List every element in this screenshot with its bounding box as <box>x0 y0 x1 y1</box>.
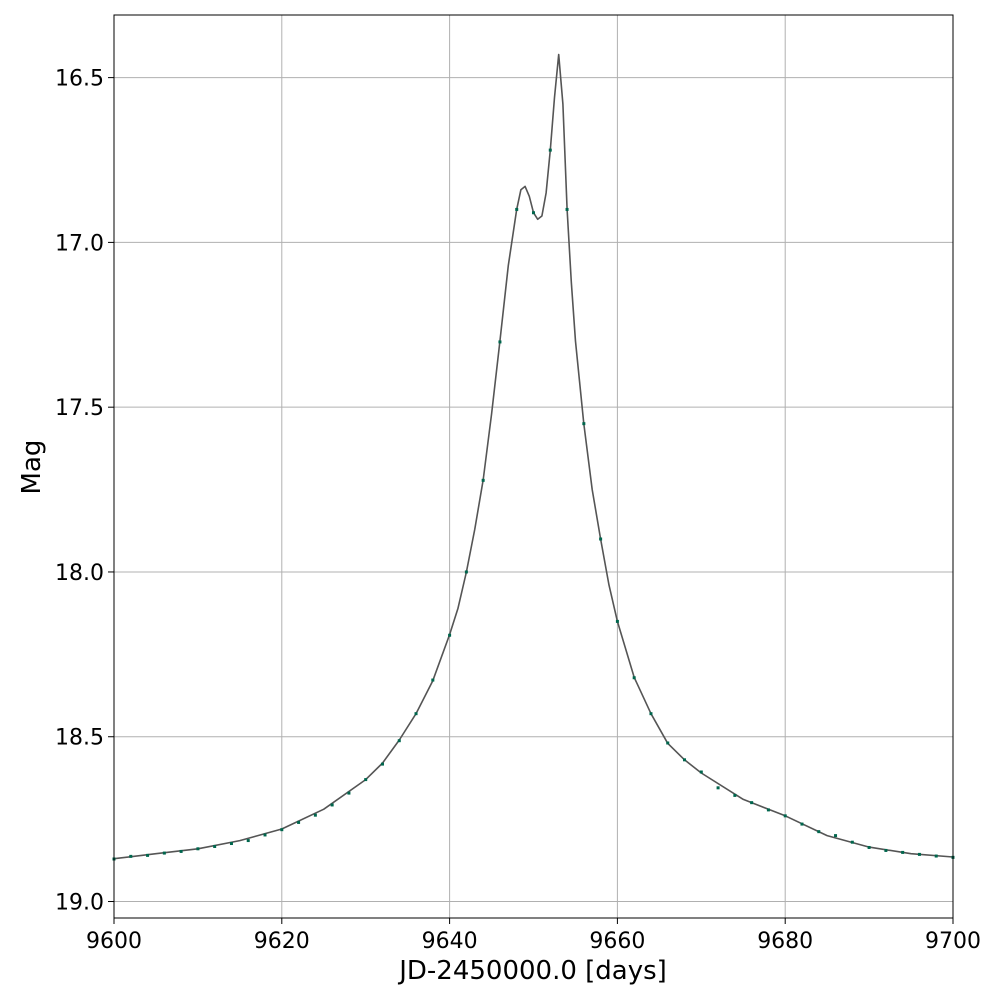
observation-point <box>615 619 619 623</box>
observation-point <box>733 793 737 797</box>
observation-point <box>666 741 670 745</box>
plot-frame <box>113 14 954 919</box>
x-tick-label: 9620 <box>254 929 310 954</box>
observation-point <box>515 207 519 211</box>
x-tick-label: 9660 <box>589 929 645 954</box>
observation-point <box>834 834 838 838</box>
observation-point <box>414 712 418 716</box>
observation-point <box>716 786 720 790</box>
x-tick-label: 9680 <box>757 929 813 954</box>
observation-point <box>162 851 166 855</box>
observation-point <box>565 207 569 211</box>
observation-point <box>280 828 284 832</box>
observation-point <box>649 712 653 716</box>
observation-point <box>146 853 150 857</box>
observation-point <box>917 852 921 856</box>
observation-point <box>229 842 233 846</box>
observation-point <box>297 820 301 824</box>
observation-point <box>464 570 468 574</box>
x-tick-label: 9700 <box>925 929 981 954</box>
observation-point <box>313 813 317 817</box>
observation-point <box>934 854 938 858</box>
y-tick-label: 16.5 <box>55 67 104 92</box>
observation-point <box>364 778 368 782</box>
observation-point <box>850 840 854 844</box>
observation-point <box>548 148 552 152</box>
y-tick-label: 17.5 <box>55 396 104 421</box>
observation-point <box>498 340 502 344</box>
observation-point <box>817 830 821 834</box>
y-tick-label: 19.0 <box>55 891 104 916</box>
y-tick-label: 18.5 <box>55 726 104 751</box>
observation-point <box>380 762 384 766</box>
observation-point <box>448 633 452 637</box>
observation-point <box>599 537 603 541</box>
observation-point <box>766 808 770 812</box>
observation-point <box>750 801 754 805</box>
x-tick-label: 9640 <box>422 929 478 954</box>
observation-point <box>347 791 351 795</box>
model-curve-line <box>113 53 954 860</box>
observation-point <box>330 803 334 807</box>
observation-point <box>179 849 183 853</box>
observation-point <box>582 422 586 426</box>
observation-point <box>129 854 133 858</box>
observation-point <box>246 839 250 843</box>
observation-point <box>196 847 200 851</box>
observation-point <box>263 833 267 837</box>
observation-point <box>867 845 871 849</box>
y-tick-label: 18.0 <box>55 561 104 586</box>
observation-point <box>213 844 217 848</box>
observation-point <box>431 678 435 682</box>
grid <box>113 15 954 918</box>
observation-point <box>397 739 401 743</box>
observation-point <box>532 211 535 215</box>
observation-point <box>632 676 636 680</box>
plot-series <box>112 53 955 861</box>
observation-point <box>699 770 703 774</box>
observation-point <box>884 848 888 852</box>
x-tick-label: 9600 <box>86 929 142 954</box>
observation-point <box>800 822 804 826</box>
y-tick-label: 17.0 <box>55 231 104 256</box>
observation-point <box>901 850 905 854</box>
observation-point <box>683 758 687 762</box>
ticks: 9600 9620 9640 9660 9680 9700 16.5 17.0 17.5 18.0… <box>55 67 981 954</box>
observation-point <box>481 478 485 482</box>
y-axis-label: Mag <box>17 440 47 495</box>
observation-point <box>783 814 787 818</box>
x-axis-label: JD-2450000.0 [days] <box>397 956 667 986</box>
